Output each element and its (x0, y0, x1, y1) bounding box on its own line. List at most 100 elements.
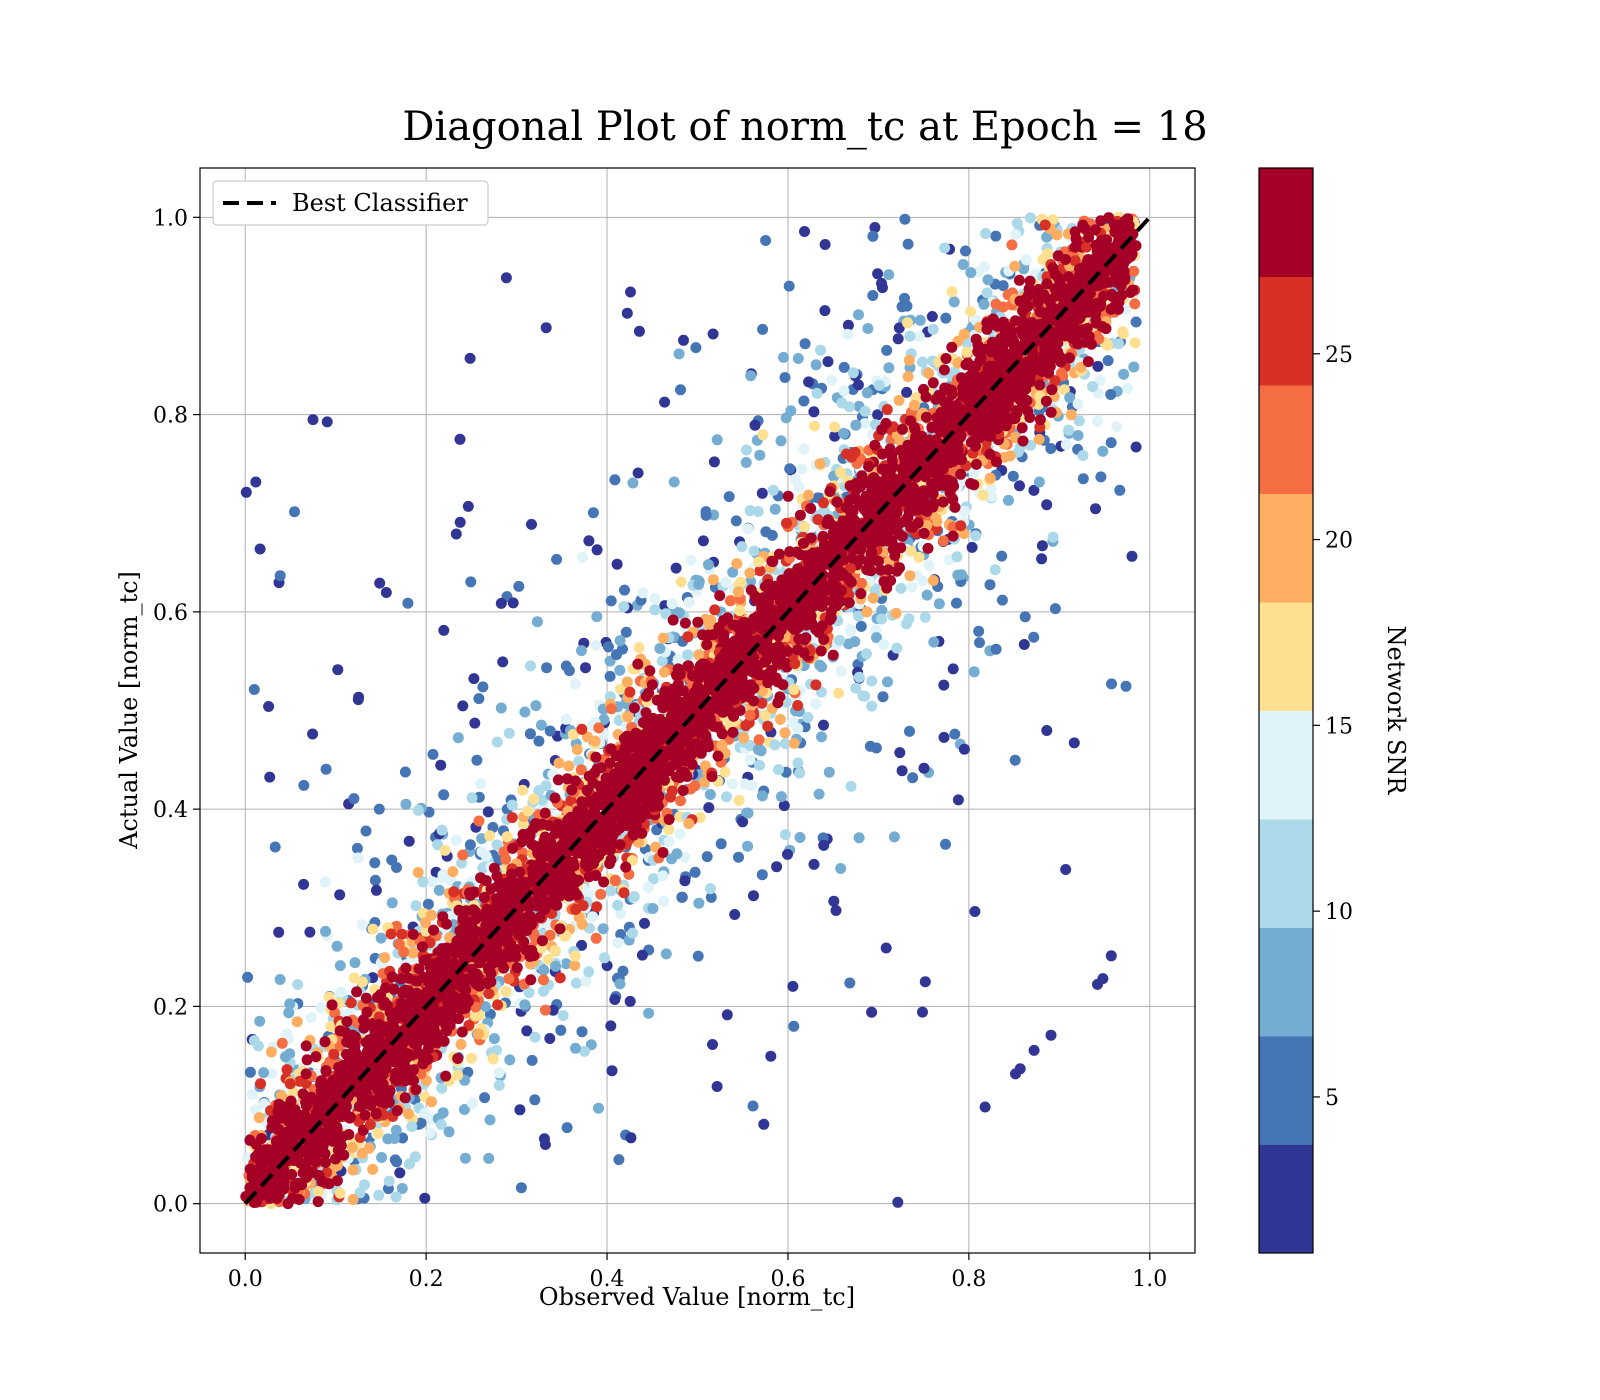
scatter-point (595, 888, 607, 900)
scatter-point (928, 636, 940, 648)
scatter-point (815, 344, 826, 356)
scatter-point (757, 685, 768, 697)
scatter-point (933, 598, 945, 610)
scatter-point (1128, 265, 1140, 277)
scatter-point (253, 1112, 265, 1124)
scatter-point (1130, 316, 1142, 328)
scatter-point (590, 639, 602, 651)
scatter-point (673, 607, 685, 619)
scatter-point (591, 611, 603, 623)
scatter-point (428, 924, 439, 936)
scatter-point (585, 1039, 597, 1051)
scatter-point (475, 778, 487, 790)
scatter-point (697, 535, 709, 547)
scatter-point (560, 713, 572, 725)
scatter-point (281, 1028, 293, 1040)
scatter-point (1014, 480, 1025, 492)
scatter-point (385, 928, 397, 940)
scatter-point (292, 979, 304, 990)
scatter-point (940, 838, 951, 850)
scatter-point (590, 932, 602, 944)
scatter-point (612, 899, 624, 911)
scatter-point (899, 292, 910, 304)
scatter-point (683, 596, 695, 608)
scatter-point (733, 586, 744, 598)
scatter-point (1077, 450, 1089, 461)
scatter-point (284, 1078, 296, 1090)
scatter-point (526, 518, 537, 530)
scatter-point (829, 421, 841, 433)
scatter-point (829, 430, 841, 442)
scatter-point (853, 610, 864, 622)
scatter-point (734, 704, 746, 716)
scatter-point (946, 286, 958, 298)
scatter-point (529, 1094, 541, 1106)
scatter-point (724, 595, 736, 607)
scatter-point (540, 322, 552, 334)
scatter-point (457, 849, 469, 861)
scatter-point (254, 1015, 266, 1027)
scatter-point (703, 802, 715, 814)
scatter-point (517, 784, 529, 796)
scatter-point (938, 679, 950, 691)
scatter-point (923, 367, 935, 379)
scatter-point (533, 785, 545, 796)
scatter-point (570, 1042, 581, 1054)
scatter-point (561, 1122, 573, 1134)
scatter-point (803, 376, 815, 388)
scatter-point (521, 1025, 533, 1037)
scatter-point (379, 952, 391, 964)
scatter-point (427, 748, 439, 760)
scatter-point (1056, 367, 1067, 379)
scatter-point (784, 463, 796, 475)
scatter-point (609, 874, 621, 886)
scatter-point (757, 429, 769, 441)
scatter-point (882, 564, 894, 576)
scatter-point (814, 458, 826, 470)
scatter-point (373, 1189, 385, 1201)
scatter-point (412, 804, 424, 816)
scatter-point (276, 1037, 288, 1049)
scatter-point (404, 1158, 415, 1170)
scatter-point (699, 760, 711, 772)
scatter-point (668, 476, 680, 488)
scatter-point (861, 387, 873, 399)
scatter-point (870, 742, 882, 754)
scatter-point (273, 926, 285, 938)
scatter-point (367, 923, 379, 935)
scatter-point (689, 866, 701, 878)
scatter-point (580, 662, 591, 674)
scatter-point (780, 412, 792, 424)
scatter-point (704, 789, 716, 800)
scatter-point (940, 312, 952, 324)
scatter-point (1130, 441, 1142, 453)
scatter-point (916, 356, 928, 368)
scatter-point (658, 666, 670, 678)
scatter-point (778, 800, 790, 812)
scatter-point (560, 958, 572, 970)
scatter-point (1024, 212, 1036, 224)
scatter-point (985, 490, 997, 502)
scatter-point (902, 238, 914, 250)
scatter-point (304, 926, 316, 938)
scatter-point (1106, 678, 1117, 690)
scatter-point (477, 862, 489, 874)
scatter-point (930, 523, 942, 535)
scatter-point (802, 712, 814, 723)
scatter-point (810, 359, 822, 371)
scatter-point (980, 228, 992, 239)
scatter-point (853, 671, 865, 683)
scatter-point (359, 1179, 370, 1191)
scatter-point (816, 731, 827, 743)
scatter-point (331, 940, 343, 952)
scatter-point (605, 595, 617, 607)
scatter-point (328, 1048, 340, 1060)
scatter-point (484, 1114, 496, 1126)
scatter-point (880, 942, 892, 954)
scatter-point (917, 575, 929, 587)
scatter-point (744, 567, 756, 579)
scatter-point (305, 1012, 317, 1024)
scatter-point (682, 649, 694, 661)
scatter-point (439, 844, 451, 856)
scatter-point (765, 1050, 777, 1062)
